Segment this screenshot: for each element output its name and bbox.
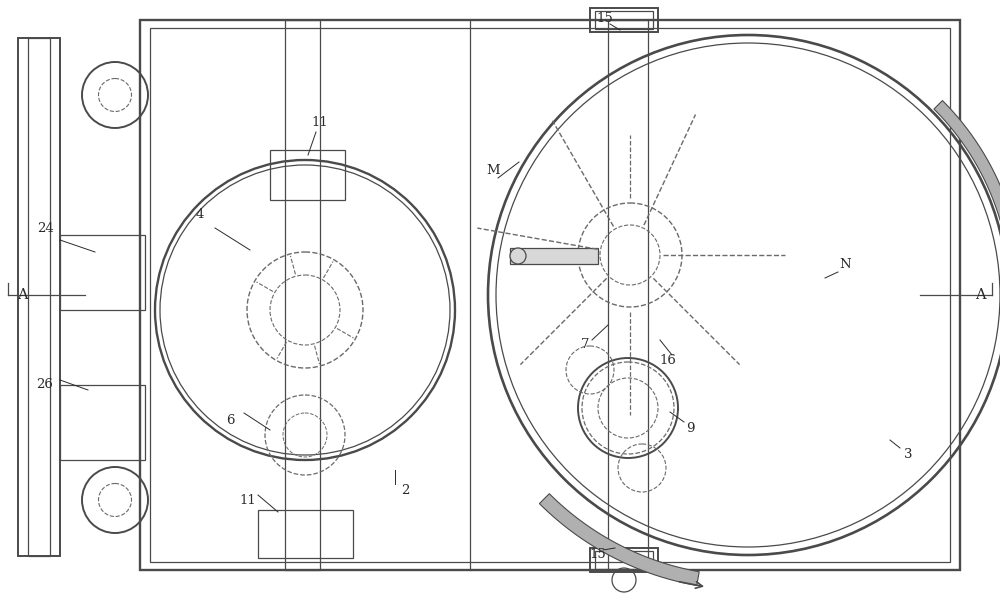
Text: 11: 11 [240, 494, 256, 507]
Text: 16: 16 [660, 353, 676, 366]
Bar [150, 28, 950, 562]
Bar [510, 248, 598, 264]
Text: 2: 2 [401, 484, 409, 497]
Bar [60, 235, 145, 310]
Bar [285, 20, 320, 570]
Bar [595, 11, 653, 29]
Bar [590, 8, 658, 32]
Bar [258, 510, 353, 558]
Polygon shape [539, 494, 699, 586]
Text: 6: 6 [226, 413, 234, 426]
Text: A: A [975, 288, 985, 302]
Bar [28, 38, 50, 556]
Text: 15: 15 [597, 11, 613, 24]
Text: 4: 4 [196, 208, 204, 222]
Text: A: A [17, 288, 27, 302]
Bar [140, 20, 960, 570]
Polygon shape [934, 100, 1000, 227]
Text: 24: 24 [37, 222, 53, 235]
Text: M: M [486, 163, 500, 176]
Bar [608, 20, 648, 570]
Text: 15: 15 [590, 548, 606, 561]
Text: N: N [839, 258, 851, 271]
Bar [270, 150, 345, 200]
Text: 9: 9 [686, 422, 694, 434]
Text: 11: 11 [312, 115, 328, 128]
Bar [595, 551, 653, 569]
Text: 26: 26 [37, 378, 53, 391]
Bar [590, 548, 658, 572]
Text: 3: 3 [904, 448, 912, 462]
Bar [18, 38, 60, 556]
Text: 7: 7 [581, 339, 589, 352]
Bar [60, 385, 145, 460]
Circle shape [510, 248, 526, 264]
